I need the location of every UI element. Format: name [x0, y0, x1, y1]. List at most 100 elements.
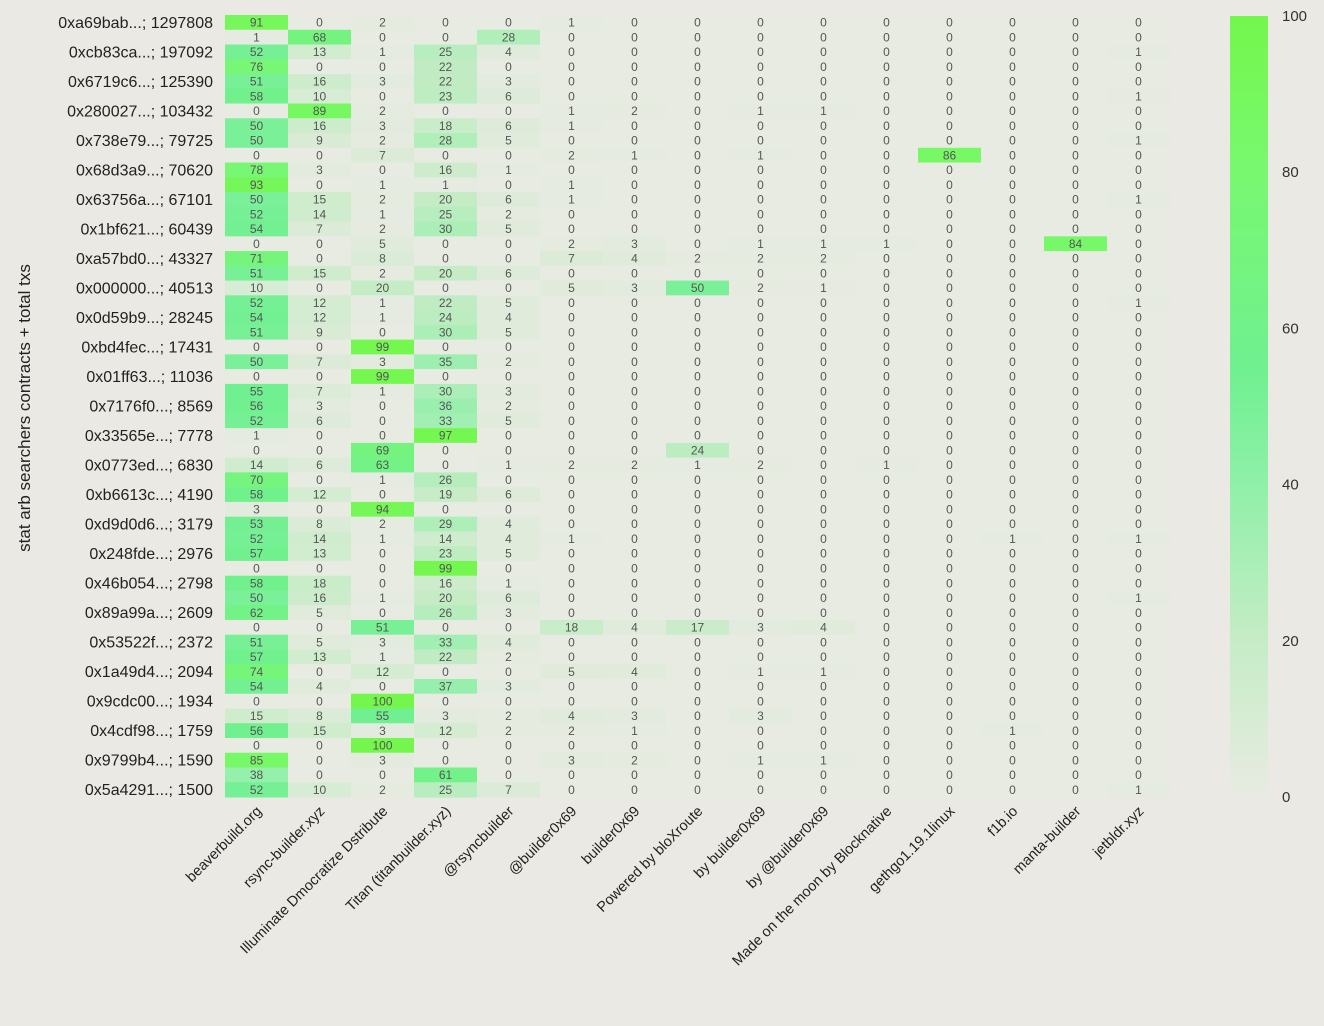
heatmap-cell — [981, 206, 1045, 223]
heatmap-cell — [1107, 280, 1171, 296]
heatmap-cell — [1044, 251, 1108, 267]
heatmap-cell — [729, 221, 793, 237]
heatmap-cell — [729, 236, 793, 252]
heatmap-cell — [1107, 619, 1171, 636]
cell-value-label: 26 — [439, 473, 453, 487]
heatmap-cell — [855, 605, 919, 621]
cell-value-label: 0 — [1009, 768, 1016, 782]
heatmap-cell — [666, 737, 730, 754]
cell-value-label: 2 — [631, 753, 638, 767]
cell-value-label: 9 — [316, 134, 323, 148]
heatmap-cell — [477, 457, 541, 473]
cell-value-label: 0 — [505, 252, 512, 266]
heatmap-cell — [666, 531, 730, 547]
heatmap-cell — [981, 354, 1045, 370]
heatmap-cell — [603, 472, 667, 488]
cell-value-label: 0 — [946, 45, 953, 59]
cell-value-label: 0 — [1072, 16, 1079, 30]
cell-value-label: 0 — [568, 30, 575, 44]
cell-value-label: 0 — [1009, 104, 1016, 118]
heatmap-cell — [918, 560, 982, 577]
row-label: 0x46b054...; 2798 — [85, 576, 213, 593]
cell-value-label: 0 — [316, 621, 323, 635]
cell-value-label: 0 — [631, 562, 638, 576]
cell-value-label: 1 — [379, 178, 386, 192]
cell-value-label: 1 — [757, 753, 764, 767]
cell-value-label: 0 — [316, 178, 323, 192]
heatmap-cell — [729, 44, 793, 60]
heatmap-cell — [666, 59, 730, 75]
cell-value-label: 35 — [439, 355, 453, 369]
cell-value-label: 0 — [316, 753, 323, 767]
cell-value-label: 0 — [757, 739, 764, 753]
cell-value-label: 0 — [568, 429, 575, 443]
cell-value-label: 0 — [820, 355, 827, 369]
row-label: 0x6719c6...; 125390 — [68, 74, 213, 91]
heatmap-cell — [351, 221, 415, 237]
heatmap-cell — [288, 649, 352, 665]
heatmap-cell — [918, 693, 982, 709]
heatmap-cell — [603, 103, 667, 119]
cell-value-label: 0 — [442, 340, 449, 354]
heatmap-cell — [477, 118, 541, 134]
cell-value-label: 0 — [694, 163, 701, 177]
heatmap-cell — [477, 501, 541, 518]
cell-value-label: 0 — [631, 266, 638, 280]
cell-value-label: 3 — [316, 399, 323, 413]
cell-value-label: 0 — [568, 60, 575, 74]
heatmap-cell — [351, 546, 415, 562]
cell-value-label: 12 — [313, 296, 327, 310]
cell-value-label: 0 — [946, 178, 953, 192]
heatmap-cell — [225, 44, 289, 60]
heatmap-cell — [855, 442, 919, 459]
cell-value-label: 0 — [631, 45, 638, 59]
heatmap-cell — [729, 634, 793, 650]
cell-value-label: 0 — [379, 89, 386, 103]
cell-value-label: 0 — [1072, 207, 1079, 221]
heatmap-cell — [414, 147, 478, 164]
heatmap-cell — [351, 782, 415, 798]
cell-value-label: 4 — [631, 621, 638, 635]
heatmap-cell — [918, 59, 982, 75]
cell-value-label: 0 — [568, 355, 575, 369]
heatmap-cell — [225, 15, 289, 31]
heatmap-cell — [666, 398, 730, 414]
heatmap-cell — [351, 29, 415, 46]
heatmap-cell — [540, 442, 604, 459]
heatmap-cell — [729, 59, 793, 75]
heatmap-cell — [414, 103, 478, 119]
colorbar-tick-label: 20 — [1282, 633, 1299, 650]
heatmap-cell — [729, 413, 793, 429]
heatmap-cell — [288, 88, 352, 105]
cell-value-label: 0 — [1135, 178, 1142, 192]
cell-value-label: 0 — [568, 488, 575, 502]
cell-value-label: 0 — [820, 694, 827, 708]
cell-value-label: 1 — [568, 178, 575, 192]
cell-value-label: 0 — [946, 266, 953, 280]
cell-value-label: 0 — [883, 148, 890, 162]
heatmap-cell — [351, 206, 415, 223]
heatmap-cell — [225, 457, 289, 473]
heatmap-cell — [540, 678, 604, 695]
heatmap-cell — [603, 44, 667, 60]
heatmap-cell — [666, 147, 730, 164]
cell-value-label: 99 — [376, 370, 390, 384]
cell-value-label: 0 — [253, 694, 260, 708]
heatmap-cell — [1107, 531, 1171, 547]
heatmap-cell — [603, 221, 667, 237]
cell-value-label: 0 — [1135, 517, 1142, 531]
heatmap-cell — [414, 546, 478, 562]
heatmap-cell — [855, 369, 919, 385]
cell-value-label: 0 — [883, 134, 890, 148]
cell-value-label: 0 — [1009, 517, 1016, 531]
heatmap-cell — [1107, 147, 1171, 164]
cell-value-label: 62 — [250, 606, 264, 620]
cell-value-label: 0 — [1009, 650, 1016, 664]
cell-value-label: 0 — [820, 532, 827, 546]
cell-value-label: 71 — [250, 252, 264, 266]
cell-value-label: 26 — [439, 606, 453, 620]
row-label: 0x33565e...; 7778 — [85, 428, 213, 445]
cell-value-label: 0 — [757, 30, 764, 44]
heatmap-cell — [1107, 737, 1171, 754]
heatmap-cell — [1107, 354, 1171, 370]
